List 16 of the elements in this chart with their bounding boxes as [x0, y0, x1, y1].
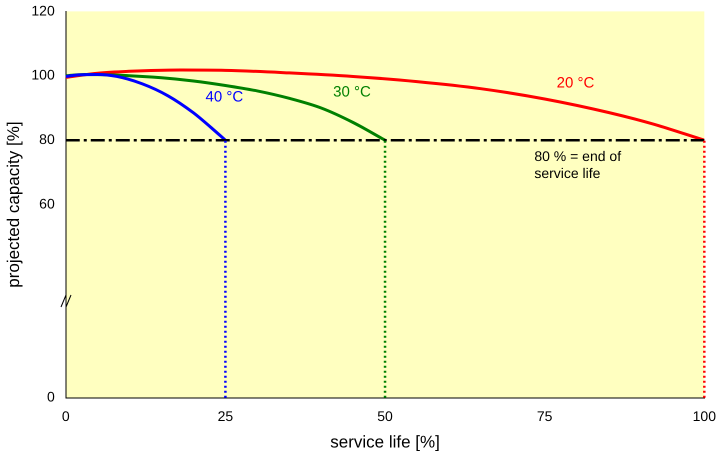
x-tick-label: 50	[377, 408, 394, 424]
ref-line-label: 80 % = end of service life	[534, 148, 622, 182]
y-tick-label: 0	[46, 388, 55, 405]
y-tick-label: 60	[39, 195, 55, 212]
y-tick-label: 80	[39, 131, 55, 148]
series-label: 20 °C	[556, 74, 595, 92]
x-axis-title: service life [%]	[330, 432, 440, 452]
y-axis-title: projected capacity [%]	[4, 121, 23, 288]
x-tick-label: 25	[218, 408, 234, 424]
y-tick-label: 120	[31, 2, 55, 18]
x-tick-label: 0	[62, 408, 70, 424]
y-tick-label: 100	[31, 66, 55, 83]
series-label: 30 °C	[333, 84, 372, 101]
series-label: 40 °C	[205, 88, 244, 106]
x-tick-label: 75	[536, 408, 553, 424]
x-tick-label: 100	[692, 408, 716, 424]
